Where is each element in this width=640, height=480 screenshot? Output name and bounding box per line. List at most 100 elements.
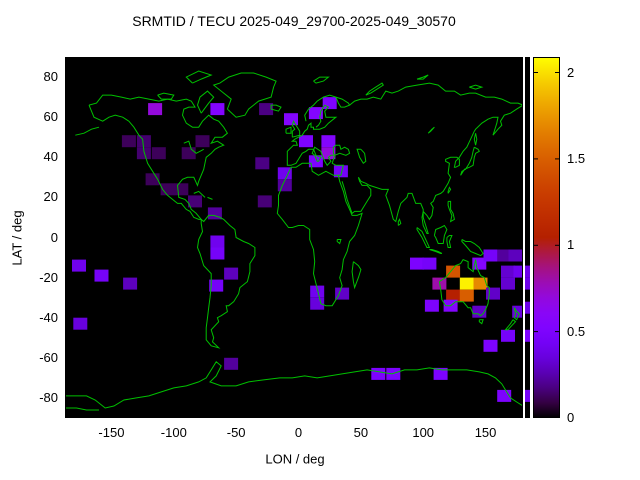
heatmap-cell — [136, 135, 151, 148]
coastline — [157, 92, 175, 100]
heatmap-cell — [257, 195, 272, 208]
coastline — [291, 119, 301, 138]
colorbar-tick-label: 0 — [567, 410, 575, 425]
coastline — [447, 186, 452, 194]
coastline — [416, 74, 429, 80]
coastline — [478, 319, 484, 325]
coastline — [447, 200, 455, 223]
x-tick-label: 100 — [412, 425, 435, 440]
strip-cell — [525, 277, 530, 290]
heatmap-cell — [259, 103, 274, 116]
heatmap-cell — [210, 235, 225, 248]
coastline — [438, 258, 490, 317]
y-tick-label: 0 — [50, 229, 58, 245]
coastline — [65, 361, 523, 409]
plot-border — [65, 57, 523, 418]
coastline — [341, 177, 372, 215]
wraparound-column-strip — [525, 57, 530, 418]
colorbar-tick-label: 1 — [567, 237, 575, 253]
heatmap-cell — [308, 107, 323, 120]
y-tick-label: -80 — [39, 389, 58, 405]
coastline — [276, 162, 363, 307]
heatmap-cell — [181, 147, 196, 160]
colorbar-border — [533, 57, 560, 418]
chart-title: SRMTID / TECU 2025-049_29700-2025-049_30… — [132, 13, 456, 29]
strip-cell — [525, 329, 530, 342]
heatmap-cell — [486, 287, 500, 300]
colorbar — [533, 57, 560, 418]
x-axis-label: LON / deg — [265, 451, 325, 467]
y-tick-label: 40 — [43, 149, 58, 165]
coastline — [321, 154, 335, 167]
y-tick-label: -60 — [39, 349, 58, 365]
heatmap-cell — [210, 247, 225, 260]
heatmap-cell — [224, 357, 239, 370]
heatmap-cell — [422, 257, 437, 270]
coastline — [304, 94, 351, 122]
coastline — [351, 261, 362, 290]
heatmap-cell — [148, 103, 163, 116]
heatmap-cell — [459, 277, 474, 290]
heatmap-cell — [424, 299, 439, 312]
coastline — [336, 239, 342, 245]
heatmap-cell — [188, 195, 202, 208]
heatmap-cell — [472, 305, 487, 318]
heatmap-cell — [310, 285, 325, 298]
coastline — [88, 94, 229, 220]
colorbar-tick-label: 0.5 — [567, 323, 586, 339]
heatmap-cell — [210, 103, 225, 116]
colorbar-bar — [533, 57, 560, 418]
heatmap-cell — [501, 265, 515, 278]
coastline — [207, 196, 213, 200]
y-tick-label: 60 — [43, 109, 58, 125]
heatmap-cell — [94, 269, 109, 282]
strip-cell — [525, 301, 530, 314]
heatmap-cell — [371, 367, 386, 380]
heatmap-cell — [483, 249, 498, 262]
y-tick-label: -20 — [39, 269, 58, 285]
coastline — [308, 146, 323, 162]
heatmap-cell — [277, 167, 292, 180]
heatmap-cell — [501, 277, 515, 290]
heatmap-cell — [151, 147, 166, 160]
heatmap-cell — [136, 147, 151, 160]
heatmap-cell — [284, 113, 298, 126]
heatmap-cell — [72, 259, 86, 272]
heatmap-cell — [255, 157, 270, 170]
heatmap-cell — [501, 329, 515, 342]
coastline — [504, 319, 517, 331]
coastline — [196, 214, 256, 349]
heatmap-cell — [512, 305, 523, 318]
x-tick-label: -50 — [226, 425, 246, 440]
heatmap-cell — [160, 183, 175, 196]
coastline — [212, 72, 277, 118]
heatmap-cell — [321, 147, 336, 160]
x-tick-label: -150 — [98, 425, 125, 440]
coastline — [65, 407, 99, 411]
coastline — [349, 82, 523, 106]
heatmap-cell — [195, 135, 210, 148]
heatmap-cell — [174, 183, 189, 196]
y-tick-label: -40 — [39, 309, 58, 325]
heatmap-cell — [446, 265, 461, 278]
heatmap-cell — [410, 257, 424, 270]
heatmap-cell — [497, 249, 512, 262]
coastline — [446, 235, 453, 248]
coastline — [429, 249, 443, 254]
heatmap-cell — [333, 165, 348, 178]
coastline-layer — [65, 70, 523, 411]
coastline — [433, 224, 448, 244]
heatmap-cell — [73, 317, 88, 330]
heatmap-cell — [123, 277, 138, 290]
coastline — [75, 126, 100, 136]
coastline — [332, 144, 351, 156]
coastline — [460, 146, 480, 176]
coastline — [313, 76, 330, 84]
y-tick-label: 20 — [43, 189, 58, 205]
map-background — [65, 57, 523, 418]
x-tick-label: 150 — [474, 425, 497, 440]
coastline — [357, 104, 523, 234]
coastline — [356, 148, 367, 165]
coastline — [285, 126, 292, 134]
